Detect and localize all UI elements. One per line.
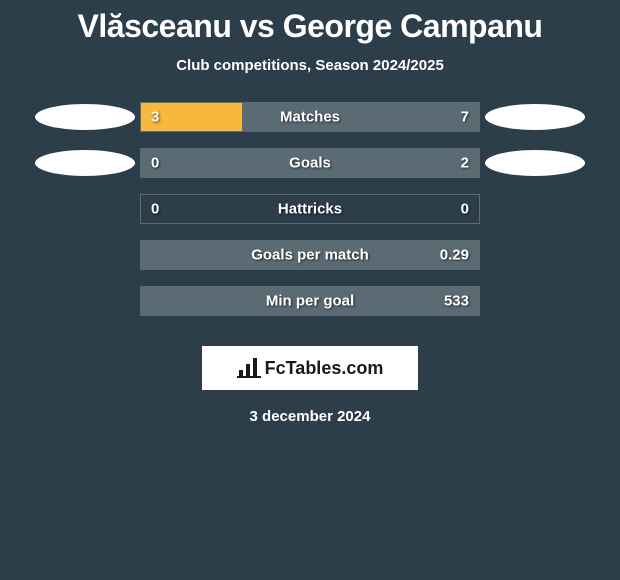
comparison-infographic: Vlăsceanu vs George Campanu Club competi… (0, 0, 620, 580)
logo-text: FcTables.com (265, 358, 384, 379)
bar-chart-icon (237, 358, 261, 378)
right-badge-slot (480, 150, 590, 176)
stat-bar: 0 Goals 2 (140, 148, 480, 178)
stat-row: 0 Goals 2 (30, 148, 590, 178)
stat-bar: Goals per match 0.29 (140, 240, 480, 270)
right-value: 533 (444, 293, 469, 310)
stat-label: Matches (280, 109, 340, 126)
page-title: Vlăsceanu vs George Campanu (78, 8, 543, 45)
logo-box: FcTables.com (202, 346, 418, 390)
right-value: 0 (461, 201, 469, 218)
team-badge-right (485, 150, 585, 176)
team-badge-right (485, 104, 585, 130)
stat-label: Goals (289, 155, 331, 172)
stat-row: Min per goal 533 (30, 286, 590, 316)
stat-row: 0 Hattricks 0 (30, 194, 590, 224)
stat-bar: 3 Matches 7 (140, 102, 480, 132)
stat-label: Goals per match (251, 247, 369, 264)
stat-bar: Min per goal 533 (140, 286, 480, 316)
stat-label: Hattricks (278, 201, 342, 218)
logo: FcTables.com (237, 358, 384, 379)
left-value: 0 (151, 155, 159, 172)
left-badge-slot (30, 104, 140, 130)
left-badge-slot (30, 150, 140, 176)
right-badge-slot (480, 104, 590, 130)
stat-bar: 0 Hattricks 0 (140, 194, 480, 224)
left-value: 0 (151, 201, 159, 218)
stat-rows: 3 Matches 7 0 Goals 2 0 Hattricks 0 Goals per mat… (30, 102, 590, 332)
stat-label: Min per goal (266, 293, 354, 310)
right-value: 0.29 (440, 247, 469, 264)
stat-row: Goals per match 0.29 (30, 240, 590, 270)
subtitle: Club competitions, Season 2024/2025 (176, 57, 444, 74)
bar-fill-right (242, 103, 479, 131)
stat-row: 3 Matches 7 (30, 102, 590, 132)
team-badge-left (35, 104, 135, 130)
right-value: 7 (461, 109, 469, 126)
date-text: 3 december 2024 (250, 408, 371, 425)
team-badge-left (35, 150, 135, 176)
right-value: 2 (461, 155, 469, 172)
left-value: 3 (151, 109, 159, 126)
